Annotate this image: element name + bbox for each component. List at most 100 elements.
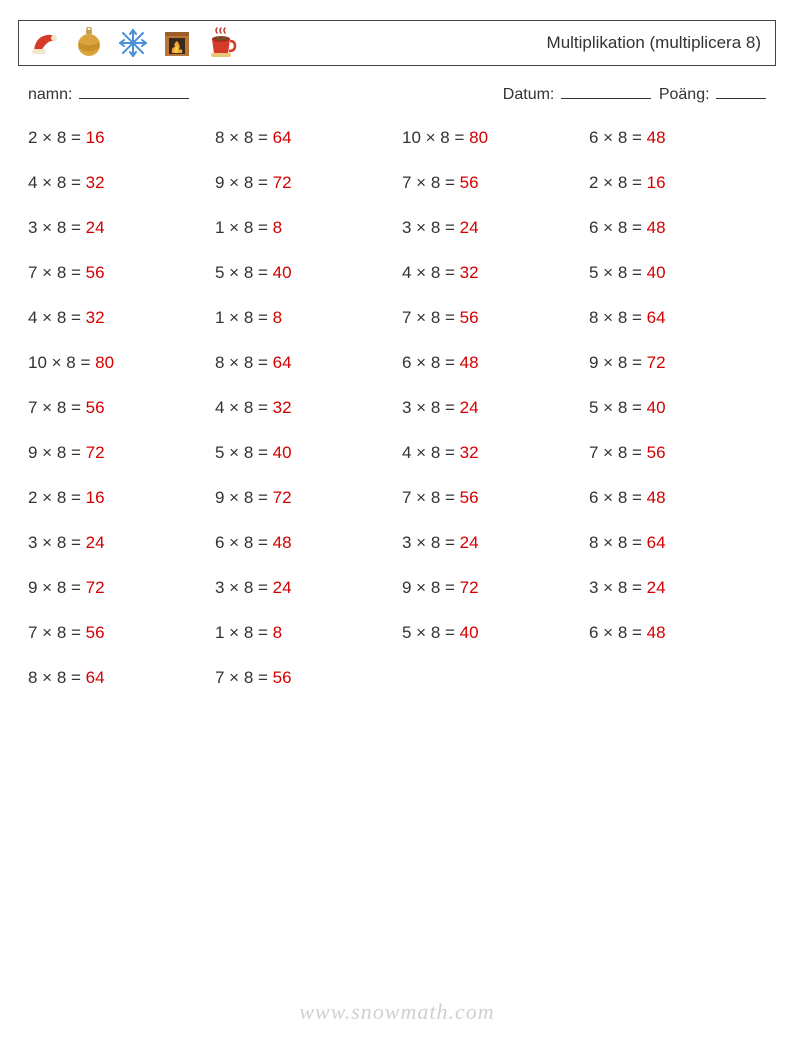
problem-cell: 9 × 8 = 72 bbox=[28, 578, 205, 598]
problem-question: 3 × 8 = bbox=[402, 533, 460, 552]
problem-question: 3 × 8 = bbox=[589, 578, 647, 597]
problem-question: 3 × 8 = bbox=[28, 533, 86, 552]
santa-hat-icon bbox=[29, 27, 61, 59]
problem-question: 8 × 8 = bbox=[589, 308, 647, 327]
score-field: Poäng: bbox=[659, 84, 766, 104]
problem-answer: 64 bbox=[86, 668, 105, 687]
cocoa-icon bbox=[205, 27, 237, 59]
problem-question: 2 × 8 = bbox=[28, 128, 86, 147]
problem-cell: 5 × 8 = 40 bbox=[402, 623, 579, 643]
problem-question: 9 × 8 = bbox=[215, 488, 273, 507]
problem-cell: 3 × 8 = 24 bbox=[28, 218, 205, 238]
problem-question: 7 × 8 = bbox=[28, 263, 86, 282]
problem-cell: 6 × 8 = 48 bbox=[589, 488, 766, 508]
problem-cell: 7 × 8 = 56 bbox=[589, 443, 766, 463]
problem-cell: 6 × 8 = 48 bbox=[589, 623, 766, 643]
problem-answer: 64 bbox=[647, 308, 666, 327]
problem-question: 4 × 8 = bbox=[402, 443, 460, 462]
meta-row: namn: Datum: Poäng: bbox=[28, 84, 766, 104]
problem-question: 5 × 8 = bbox=[589, 263, 647, 282]
problem-question: 7 × 8 = bbox=[402, 488, 460, 507]
problem-cell: 6 × 8 = 48 bbox=[589, 218, 766, 238]
problem-question: 6 × 8 = bbox=[589, 218, 647, 237]
problem-cell: 10 × 8 = 80 bbox=[402, 128, 579, 148]
problem-question: 3 × 8 = bbox=[215, 578, 273, 597]
problem-answer: 56 bbox=[86, 263, 105, 282]
date-blank[interactable] bbox=[561, 84, 651, 99]
problem-question: 10 × 8 = bbox=[402, 128, 469, 147]
problem-cell: 9 × 8 = 72 bbox=[589, 353, 766, 373]
problem-cell: 2 × 8 = 16 bbox=[28, 488, 205, 508]
problem-question: 2 × 8 = bbox=[589, 173, 647, 192]
score-blank[interactable] bbox=[716, 84, 766, 99]
problem-question: 1 × 8 = bbox=[215, 308, 273, 327]
problem-cell: 9 × 8 = 72 bbox=[28, 443, 205, 463]
problem-answer: 72 bbox=[460, 578, 479, 597]
problem-question: 8 × 8 = bbox=[215, 353, 273, 372]
problem-cell: 9 × 8 = 72 bbox=[402, 578, 579, 598]
problem-answer: 48 bbox=[460, 353, 479, 372]
problem-cell: 7 × 8 = 56 bbox=[28, 263, 205, 283]
problem-cell: 8 × 8 = 64 bbox=[215, 353, 392, 373]
problem-answer: 64 bbox=[647, 533, 666, 552]
problem-answer: 56 bbox=[86, 398, 105, 417]
problem-cell: 1 × 8 = 8 bbox=[215, 218, 392, 238]
problem-cell: 8 × 8 = 64 bbox=[589, 308, 766, 328]
problem-answer: 56 bbox=[647, 443, 666, 462]
problem-answer: 80 bbox=[469, 128, 488, 147]
problems-grid: 2 × 8 = 16 8 × 8 = 64 10 × 8 = 80 6 × 8 = 4… bbox=[28, 128, 766, 688]
problem-question: 6 × 8 = bbox=[589, 128, 647, 147]
problem-answer: 72 bbox=[273, 488, 292, 507]
problem-question: 6 × 8 = bbox=[589, 623, 647, 642]
problem-question: 7 × 8 = bbox=[402, 308, 460, 327]
problem-answer: 16 bbox=[86, 128, 105, 147]
problem-cell: 3 × 8 = 24 bbox=[589, 578, 766, 598]
problem-question: 4 × 8 = bbox=[28, 308, 86, 327]
header-icons bbox=[29, 27, 237, 59]
problem-question: 4 × 8 = bbox=[215, 398, 273, 417]
problem-cell: 3 × 8 = 24 bbox=[28, 533, 205, 553]
problem-answer: 48 bbox=[273, 533, 292, 552]
problem-answer: 24 bbox=[86, 533, 105, 552]
problem-cell: 3 × 8 = 24 bbox=[402, 398, 579, 418]
problem-answer: 24 bbox=[86, 218, 105, 237]
problem-cell: 7 × 8 = 56 bbox=[28, 398, 205, 418]
problem-answer: 32 bbox=[86, 308, 105, 327]
problem-cell: 4 × 8 = 32 bbox=[28, 173, 205, 193]
problem-answer: 56 bbox=[86, 623, 105, 642]
problem-question: 6 × 8 = bbox=[215, 533, 273, 552]
snowflake-icon bbox=[117, 27, 149, 59]
problem-answer: 56 bbox=[460, 488, 479, 507]
problem-question: 4 × 8 = bbox=[402, 263, 460, 282]
problem-answer: 48 bbox=[647, 623, 666, 642]
problem-answer: 40 bbox=[647, 263, 666, 282]
problem-question: 1 × 8 = bbox=[215, 623, 273, 642]
problem-cell: 7 × 8 = 56 bbox=[402, 173, 579, 193]
date-label: Datum: bbox=[503, 86, 555, 103]
problem-cell: 9 × 8 = 72 bbox=[215, 488, 392, 508]
problem-answer: 56 bbox=[460, 308, 479, 327]
problem-answer: 24 bbox=[460, 218, 479, 237]
problem-question: 1 × 8 = bbox=[215, 218, 273, 237]
problem-answer: 24 bbox=[647, 578, 666, 597]
problem-cell: 6 × 8 = 48 bbox=[215, 533, 392, 553]
header-box: Multiplikation (multiplicera 8) bbox=[18, 20, 776, 66]
problem-answer: 72 bbox=[273, 173, 292, 192]
problem-answer: 40 bbox=[273, 443, 292, 462]
problem-answer: 32 bbox=[86, 173, 105, 192]
problem-answer: 48 bbox=[647, 128, 666, 147]
problem-answer: 40 bbox=[647, 398, 666, 417]
problem-question: 5 × 8 = bbox=[215, 263, 273, 282]
problem-question: 7 × 8 = bbox=[589, 443, 647, 462]
name-blank[interactable] bbox=[79, 84, 189, 99]
problem-question: 3 × 8 = bbox=[402, 218, 460, 237]
problem-cell: 4 × 8 = 32 bbox=[402, 443, 579, 463]
name-field: namn: bbox=[28, 84, 189, 104]
problem-answer: 40 bbox=[460, 623, 479, 642]
problem-question: 5 × 8 = bbox=[402, 623, 460, 642]
problem-question: 7 × 8 = bbox=[215, 668, 273, 687]
problem-question: 5 × 8 = bbox=[215, 443, 273, 462]
problem-answer: 16 bbox=[647, 173, 666, 192]
problem-cell: 4 × 8 = 32 bbox=[402, 263, 579, 283]
ornament-icon bbox=[73, 27, 105, 59]
